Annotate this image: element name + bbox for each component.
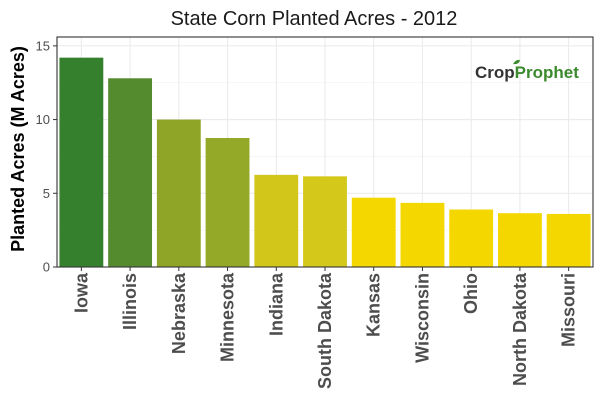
bar bbox=[351, 197, 396, 267]
chart-title: State Corn Planted Acres - 2012 bbox=[171, 8, 458, 30]
bar bbox=[400, 202, 445, 267]
y-tick-label: 5 bbox=[43, 186, 50, 201]
leaf-icon bbox=[513, 59, 520, 65]
bar bbox=[156, 119, 201, 267]
x-tick-label: Iowa bbox=[71, 272, 91, 313]
y-tick-label: 10 bbox=[36, 112, 50, 127]
bar bbox=[449, 209, 494, 267]
x-tick-label: Illinois bbox=[120, 273, 140, 330]
bar bbox=[497, 213, 542, 267]
x-tick-label: Minnesota bbox=[218, 272, 238, 362]
axes: 0 5 10 15 Iowa Illinois Nebraska Minnesota India… bbox=[36, 36, 594, 389]
x-tick-label: Ohio bbox=[461, 273, 481, 314]
y-tick-label: 15 bbox=[36, 38, 50, 53]
x-tick-label: Wisconsin bbox=[412, 273, 432, 363]
logo-text-prophet: Prophet bbox=[515, 63, 580, 82]
bar bbox=[546, 213, 591, 267]
cropprophet-logo: CropProphet bbox=[475, 59, 579, 82]
bar bbox=[254, 174, 299, 267]
svg-text:CropProphet: CropProphet bbox=[475, 63, 579, 82]
x-tick-label: Kansas bbox=[364, 273, 384, 337]
y-tick-label: 0 bbox=[43, 260, 50, 275]
bar bbox=[108, 78, 153, 268]
bar bbox=[59, 57, 104, 268]
bar bbox=[303, 176, 347, 267]
bars bbox=[59, 57, 591, 268]
logo-text-crop: Crop bbox=[475, 63, 515, 82]
x-tick-label: Nebraska bbox=[169, 272, 189, 354]
x-tick-label: Indiana bbox=[266, 272, 286, 336]
x-tick-label: South Dakota bbox=[315, 272, 335, 389]
x-tick-label: North Dakota bbox=[510, 272, 530, 386]
x-tick-label: Missouri bbox=[559, 273, 579, 347]
bar bbox=[205, 137, 250, 267]
y-axis-label: Planted Acres (M Acres) bbox=[8, 46, 28, 252]
